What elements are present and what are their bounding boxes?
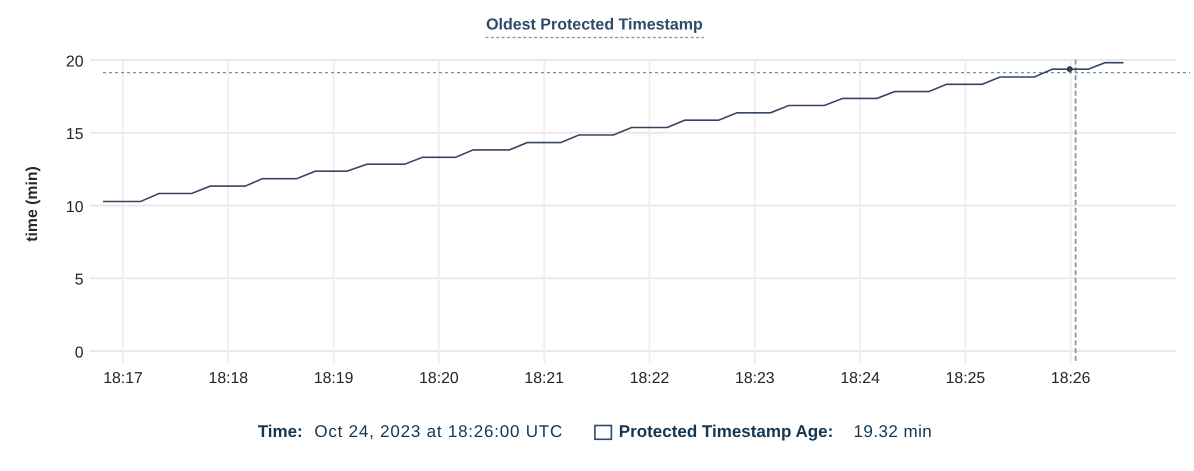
svg-text:18:21: 18:21 [524,370,564,387]
svg-text:18:24: 18:24 [840,370,880,387]
svg-text:18:19: 18:19 [314,370,354,387]
svg-text:20: 20 [66,53,84,70]
svg-text:18:17: 18:17 [103,370,143,387]
svg-text:0: 0 [75,344,84,361]
svg-text:Protected Timestamp Age:: Protected Timestamp Age: [619,422,833,441]
svg-text:15: 15 [66,126,84,143]
svg-text:19.32 min: 19.32 min [854,422,933,441]
svg-text:18:18: 18:18 [209,370,249,387]
svg-text:18:20: 18:20 [419,370,459,387]
svg-text:18:25: 18:25 [946,370,986,387]
svg-text:18:23: 18:23 [735,370,775,387]
svg-text:18:22: 18:22 [630,370,670,387]
svg-text:time (min): time (min) [24,166,41,241]
svg-text:Oldest Protected Timestamp: Oldest Protected Timestamp [486,17,703,34]
svg-text:5: 5 [75,272,84,289]
svg-text:18:26: 18:26 [1051,370,1091,387]
svg-text:Time:: Time: [258,422,303,441]
svg-text:Oct 24, 2023 at 18:26:00 UTC: Oct 24, 2023 at 18:26:00 UTC [314,422,563,441]
svg-text:10: 10 [66,199,84,216]
